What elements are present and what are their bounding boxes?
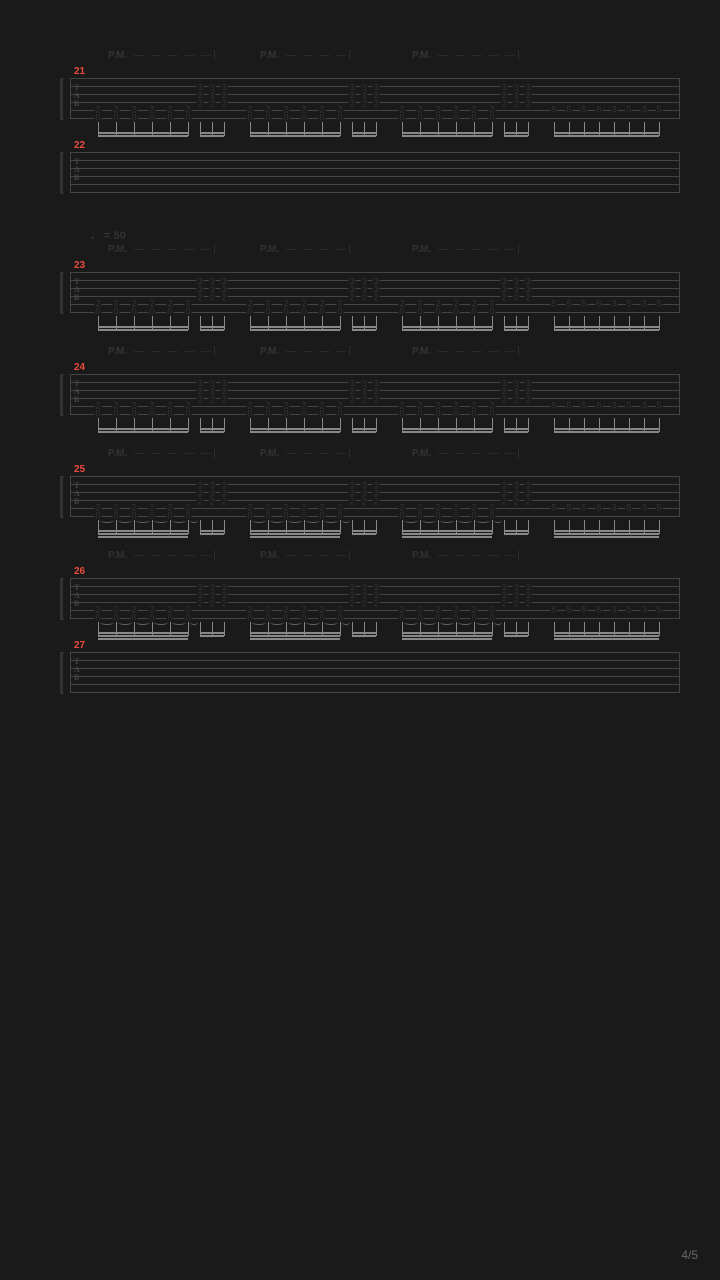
palm-mute-extent: — — — — —| [438,346,522,357]
system-bracket [60,374,64,416]
system-bracket [60,652,64,694]
palm-mute-label: P.M. [108,50,127,61]
measure-24: P.M. — — — — —| P.M. — — — —| P.M. — — — — —|… [60,346,680,416]
palm-mute-label: P.M. [412,550,431,561]
palm-mute-extent: — — — — —| [134,50,218,61]
palm-mute-extent: — — — — —| [438,550,522,561]
palm-mute-extent: — — — —| [286,244,353,255]
bar-number: 25 [74,464,85,475]
palm-mute-extent: — — — — —| [134,550,218,561]
measure-21: P.M. — — — — —| P.M. — — — —| P.M. — — — — —|… [60,50,680,120]
palm-mute-extent: — — — — —| [134,244,218,255]
bar-number: 24 [74,362,85,373]
page-number: 4/5 [681,1248,698,1262]
palm-mute-label: P.M. [260,346,279,357]
system-bracket [60,578,64,620]
palm-mute-label: P.M. [412,346,431,357]
tab-clef: TAB [74,658,80,682]
palm-mute-label: P.M. [108,448,127,459]
palm-mute-label: P.M. [260,244,279,255]
palm-mute-extent: — — — — —| [438,244,522,255]
palm-mute-extent: — — — — —| [134,448,218,459]
palm-mute-extent: — — — — —| [438,50,522,61]
measure-25: P.M. — — — — —| P.M. — — — —| P.M. — — — — —|… [60,448,680,518]
bar-number: 21 [74,66,85,77]
measure-22: 22TAB [60,152,680,194]
palm-mute-label: P.M. [412,50,431,61]
palm-mute-extent: — — — —| [286,346,353,357]
bar-number: 22 [74,140,85,151]
system-bracket [60,272,64,314]
bar-number: 27 [74,640,85,651]
palm-mute-extent: — — — — —| [134,346,218,357]
palm-mute-extent: — — — — —| [438,448,522,459]
palm-mute-label: P.M. [108,244,127,255]
bar-number: 23 [74,260,85,271]
palm-mute-label: P.M. [260,50,279,61]
palm-mute-extent: — — — —| [286,50,353,61]
measure-23: ♩= 50 P.M. — — — — —| P.M. — — — —| P.M. — — —… [60,226,680,314]
palm-mute-label: P.M. [412,244,431,255]
measure-26: P.M. — — — — —| P.M. — — — —| P.M. — — — — —|… [60,550,680,620]
tempo-marking: ♩= 50 [90,226,126,242]
palm-mute-label: P.M. [108,346,127,357]
palm-mute-label: P.M. [412,448,431,459]
system-bracket [60,152,64,194]
system-bracket [60,78,64,120]
palm-mute-label: P.M. [260,550,279,561]
tab-clef: TAB [74,158,80,182]
palm-mute-extent: — — — —| [286,550,353,561]
palm-mute-label: P.M. [108,550,127,561]
bar-number: 26 [74,566,85,577]
palm-mute-extent: — — — —| [286,448,353,459]
system-bracket [60,476,64,518]
measure-27: 27TAB [60,652,680,694]
palm-mute-label: P.M. [260,448,279,459]
